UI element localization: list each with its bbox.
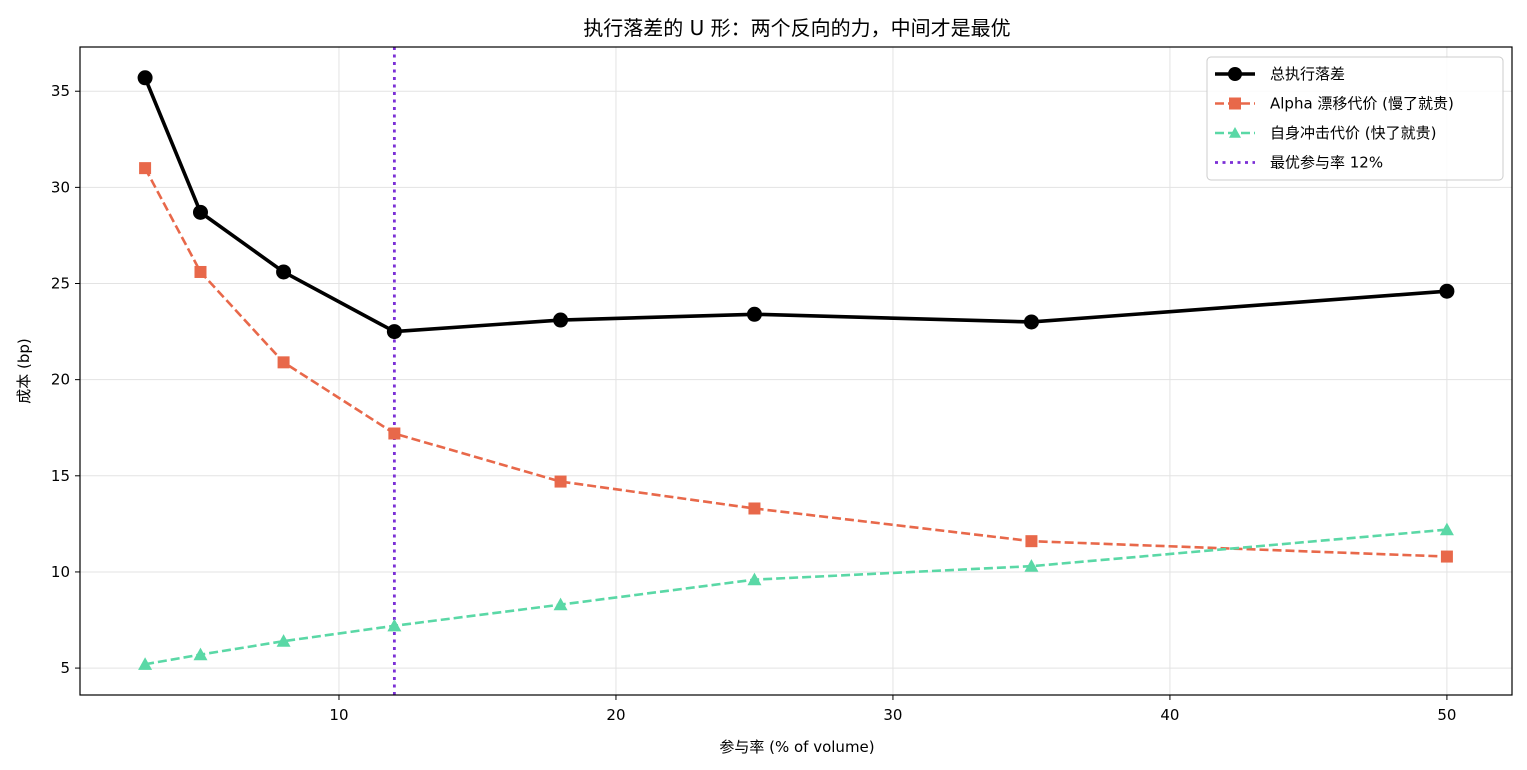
data-point-s0-5 bbox=[746, 306, 762, 322]
plot-area bbox=[137, 47, 1455, 695]
y-tick-label: 5 bbox=[60, 659, 70, 677]
grid bbox=[80, 47, 1512, 695]
data-point-s1-2 bbox=[277, 356, 290, 369]
y-tick-label: 15 bbox=[51, 467, 70, 485]
x-axis-label: 参与率 (% of volume) bbox=[719, 738, 874, 756]
legend-box bbox=[1206, 56, 1504, 181]
data-point-s1-0 bbox=[139, 162, 152, 175]
chart-title: 执行落差的 U 形：两个反向的力，中间才是最优 bbox=[583, 16, 1010, 40]
data-point-s0-1 bbox=[192, 204, 208, 220]
legend-label-2: 自身冲击代价 (快了就贵) bbox=[1270, 124, 1436, 142]
data-point-s2-3 bbox=[387, 618, 402, 632]
data-point-s0-6 bbox=[1023, 314, 1039, 330]
data-point-s1-1 bbox=[194, 265, 207, 278]
legend: 总执行落差 Alpha 漂移代价 (慢了就贵) 自身冲击代价 (快了就贵) 最优参与率… bbox=[1206, 56, 1504, 181]
data-point-s0-7 bbox=[1439, 283, 1455, 299]
data-point-s0-3 bbox=[386, 324, 402, 340]
x-tick-label: 40 bbox=[1160, 706, 1179, 724]
y-tick-label: 20 bbox=[51, 371, 70, 389]
x-tick-label: 20 bbox=[606, 706, 625, 724]
data-point-s1-7 bbox=[1440, 550, 1453, 563]
data-point-s1-6 bbox=[1025, 535, 1038, 548]
series-line-0 bbox=[143, 77, 1448, 334]
series-line-2 bbox=[144, 528, 1448, 666]
data-point-s0-4 bbox=[553, 312, 569, 328]
legend-marker-1 bbox=[1229, 97, 1241, 110]
data-point-s2-0 bbox=[138, 657, 153, 670]
legend-label-0: 总执行落差 bbox=[1270, 65, 1345, 83]
y-tick-label: 10 bbox=[51, 563, 70, 581]
legend-label-3: 最优参与率 12% bbox=[1270, 154, 1383, 172]
y-tick-label: 25 bbox=[51, 275, 70, 293]
data-point-s2-5 bbox=[747, 572, 762, 586]
data-point-s2-7 bbox=[1439, 522, 1454, 536]
legend-marker-0 bbox=[1228, 67, 1242, 81]
data-point-s2-1 bbox=[193, 647, 208, 661]
data-point-s2-4 bbox=[553, 597, 568, 611]
x-tick-label: 30 bbox=[883, 706, 902, 724]
data-point-s0-2 bbox=[276, 264, 292, 280]
x-tick-label: 50 bbox=[1437, 706, 1456, 724]
legend-label-1: Alpha 漂移代价 (慢了就贵) bbox=[1270, 95, 1454, 113]
y-axis-label: 成本 (bp) bbox=[15, 338, 33, 404]
data-point-s0-0 bbox=[137, 70, 153, 86]
axis-ticks: 10 20 30 40 50 5 10 15 20 25 30 35 bbox=[51, 82, 1457, 724]
series-line-1 bbox=[143, 167, 1447, 558]
x-tick-label: 10 bbox=[329, 706, 348, 724]
y-tick-label: 35 bbox=[51, 82, 70, 100]
data-point-s1-3 bbox=[388, 427, 401, 440]
data-point-s1-4 bbox=[554, 475, 567, 488]
data-point-s1-5 bbox=[748, 502, 761, 515]
legend-marker-2 bbox=[1229, 127, 1241, 138]
y-tick-label: 30 bbox=[51, 178, 70, 196]
data-point-s2-2 bbox=[276, 634, 291, 647]
data-point-s2-6 bbox=[1024, 559, 1039, 572]
plot-frame bbox=[79, 46, 1513, 696]
